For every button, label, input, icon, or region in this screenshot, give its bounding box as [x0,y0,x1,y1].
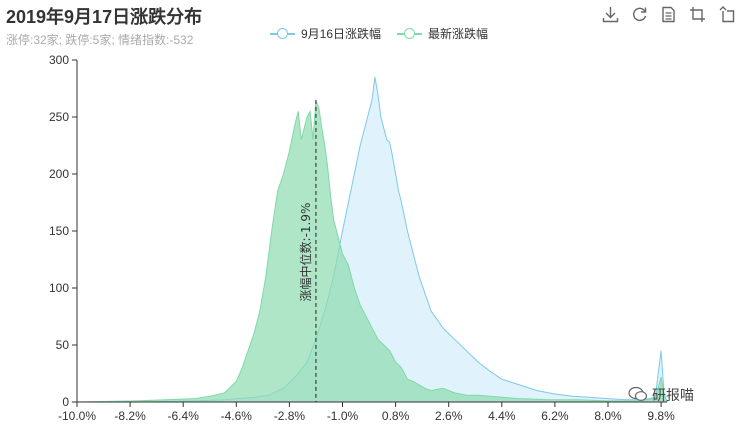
legend-swatch-prev [270,27,295,41]
y-tick-label: 200 [49,167,69,181]
zoom-reset-icon[interactable] [718,6,735,23]
x-tick-label: 9.8% [647,409,675,423]
download-icon[interactable] [602,6,619,23]
legend-item-latest[interactable]: 最新涨跌幅 [397,25,488,42]
x-tick-label: -1.0% [327,409,359,423]
chart-subtitle: 涨停:32家; 跌停:5家; 情绪指数:-532 [6,33,194,47]
legend-swatch-latest [397,27,423,41]
x-tick-label: -10.0% [58,409,96,423]
series-area-latest [77,101,667,402]
legend-label-prev: 9月16日涨跌幅 [301,27,382,41]
x-tick-label: -8.2% [114,409,146,423]
y-tick-label: 100 [49,281,69,295]
x-tick-label: -6.4% [168,409,200,423]
x-tick-label: 2.6% [435,409,463,423]
median-label: 涨幅中位数:-1.9% [298,203,313,302]
series-line-latest [76,100,668,403]
y-tick-label: 0 [62,395,69,409]
zoom-icon[interactable] [689,6,706,23]
chart-toolbox [602,6,735,23]
legend-label-latest: 最新涨跌幅 [428,27,489,41]
y-tick-label: 50 [56,338,70,352]
x-tick-label: 8.0% [594,409,622,423]
x-tick-label: -2.8% [274,409,306,423]
y-tick-label: 150 [49,224,69,238]
chart-title: 2019年9月17日涨跌分布 [6,7,203,27]
watermark-text: 研报喵 [652,387,694,403]
x-tick-label: 4.4% [488,409,516,423]
y-tick-label: 300 [49,53,69,67]
x-tick-label: 0.8% [382,409,410,423]
data-view-icon[interactable] [660,6,677,23]
chart-legend: 9月16日涨跌幅 最新涨跌幅 [270,25,488,42]
x-tick-label: 6.2% [541,409,569,423]
watermark: 研报喵 [628,385,694,405]
wechat-icon [628,386,648,405]
series-area-prev [77,77,667,402]
legend-item-prev[interactable]: 9月16日涨跌幅 [270,25,381,42]
y-tick-label: 250 [49,110,69,124]
refresh-icon[interactable] [631,6,648,23]
x-tick-label: -4.6% [221,409,253,423]
